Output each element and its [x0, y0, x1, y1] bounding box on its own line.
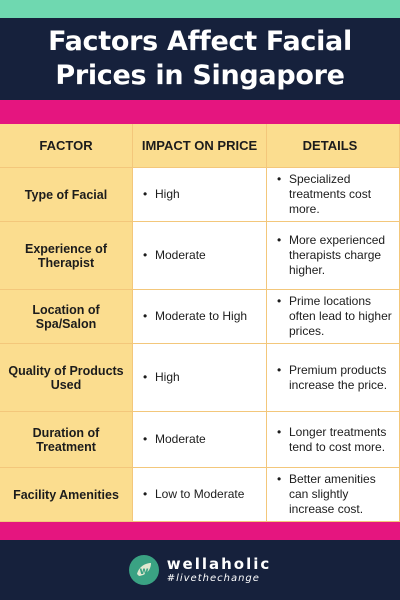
impact-text: High [155, 187, 180, 201]
impact-text: High [155, 370, 180, 384]
impact-cell: • High [133, 168, 267, 222]
impact-cell: • Moderate [133, 412, 267, 468]
wellaholic-logo-icon: w [128, 555, 159, 585]
top-mint-stripe [0, 0, 400, 18]
title-banner: Factors Affect Facial Prices in Singapor… [0, 18, 400, 100]
details-cell: • Specialized treatments cost more. [267, 168, 400, 222]
table-row: Experience of Therapist • Moderate • More … [0, 222, 400, 290]
header-impact: IMPACT ON PRICE [133, 124, 267, 168]
details-cell: • More experienced therapists charge high… [267, 222, 400, 290]
pink-divider-bottom [0, 522, 400, 540]
leaf-icon: w [136, 563, 151, 577]
table-row: Location of Spa/Salon • Moderate to High … [0, 290, 400, 344]
bullet-icon: • [277, 172, 282, 186]
impact-cell: • High [133, 344, 267, 412]
table-row: Quality of Products Used • High • Premium … [0, 344, 400, 412]
page-title: Factors Affect Facial Prices in Singapor… [48, 26, 352, 91]
impact-cell: • Moderate [133, 222, 267, 290]
details-cell: • Prime locations often lead to higher pr… [267, 290, 400, 344]
factor-cell: Quality of Products Used [0, 344, 133, 412]
bullet-icon: • [277, 362, 282, 377]
impact-text: Moderate [155, 432, 206, 446]
bullet-icon: • [277, 424, 282, 439]
table-header-row: FACTOR IMPACT ON PRICE DETAILS [0, 124, 400, 168]
details-text: Premium products increase the price. [289, 362, 388, 392]
bullet-icon: • [143, 370, 148, 384]
details-text: Longer treatments tend to cost more. [289, 424, 387, 454]
table-row: Facility Amenities • Low to Moderate • Bet… [0, 468, 400, 522]
bullet-icon: • [143, 187, 148, 201]
pink-divider-top [0, 100, 400, 124]
brand-block: wellaholic #livethechange [166, 554, 272, 585]
logo-letter: w [139, 566, 148, 577]
impact-text: Moderate [155, 248, 206, 262]
details-text: Prime locations often lead to higher pri… [289, 294, 392, 338]
bullet-icon: • [277, 294, 282, 308]
details-text: More experienced therapists charge highe… [289, 233, 386, 277]
factor-cell: Experience of Therapist [0, 222, 133, 290]
bullet-icon: • [143, 248, 148, 262]
impact-text: Low to Moderate [155, 487, 245, 501]
bullet-icon: • [143, 487, 148, 501]
brand-name: wellaholic [166, 554, 272, 573]
table-row: Type of Facial • High • Specialized treatm… [0, 168, 400, 222]
brand-tagline: #livethechange [166, 572, 260, 584]
impact-cell: • Low to Moderate [133, 468, 267, 522]
header-factor: FACTOR [0, 124, 133, 168]
details-cell: • Longer treatments tend to cost more. [267, 412, 400, 468]
factor-cell: Type of Facial [0, 168, 133, 222]
impact-text: Moderate to High [155, 309, 248, 323]
footer: w wellaholic #livethechange [0, 540, 400, 600]
bullet-icon: • [143, 309, 148, 323]
factor-cell: Duration of Treatment [0, 412, 133, 468]
impact-cell: • Moderate to High [133, 290, 267, 344]
details-cell: • Premium products increase the price. [267, 344, 400, 412]
bullet-icon: • [277, 472, 282, 486]
details-text: Specialized treatments cost more. [289, 172, 372, 216]
factor-cell: Location of Spa/Salon [0, 290, 133, 344]
factors-table: FACTOR IMPACT ON PRICE DETAILS Type of F… [0, 124, 400, 522]
header-details: DETAILS [267, 124, 400, 168]
details-text: Better amenities can slightly increase c… [289, 472, 376, 516]
bullet-icon: • [277, 233, 282, 247]
table-row: Duration of Treatment • Moderate • Longer … [0, 412, 400, 468]
bullet-icon: • [143, 432, 148, 446]
details-cell: • Better amenities can slightly increase … [267, 468, 400, 522]
factor-cell: Facility Amenities [0, 468, 133, 522]
